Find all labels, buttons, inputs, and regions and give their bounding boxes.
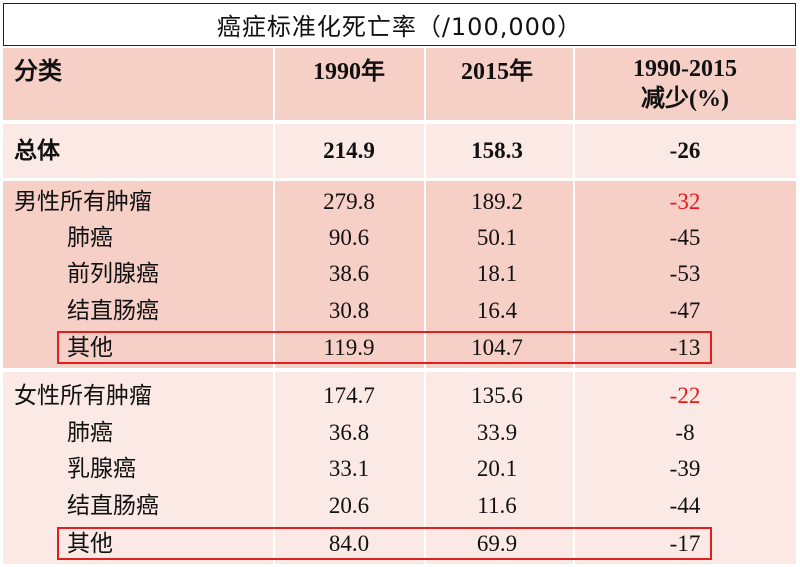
cell-reduction: -17 <box>669 531 701 556</box>
total-band <box>3 124 796 178</box>
cell-1990: 84.0 <box>328 531 370 556</box>
table-title: 癌症标准化死亡率（/100,000） <box>3 3 796 46</box>
header-reduction-line2: 减少(%) <box>641 86 729 112</box>
row-label: 其他 <box>67 335 113 360</box>
cell-2015: 189.2 <box>471 189 523 214</box>
cell-1990: 30.8 <box>328 298 370 323</box>
highlight-box-female-other <box>57 527 712 560</box>
cell-2015: 18.1 <box>476 261 518 286</box>
header-2015: 2015年 <box>461 59 533 85</box>
row-label: 前列腺癌 <box>67 261 159 286</box>
cell-1990: 33.1 <box>328 456 370 481</box>
header-band <box>3 48 796 120</box>
cell-reduction: -26 <box>669 138 701 163</box>
cell-1990: 119.9 <box>323 335 375 360</box>
cell-reduction: -47 <box>669 298 701 323</box>
cell-1990: 214.9 <box>323 138 375 163</box>
row-label-male-all: 男性所有肿瘤 <box>14 189 152 214</box>
header-reduction: 1990-2015 减少(%) <box>585 54 785 114</box>
cell-2015: 158.3 <box>471 138 523 163</box>
cell-2015: 104.7 <box>471 335 523 360</box>
cell-reduction: -44 <box>669 493 701 518</box>
cell-1990: 90.6 <box>328 225 370 250</box>
cell-reduction: -53 <box>669 261 701 286</box>
cell-reduction: -13 <box>669 335 701 360</box>
cell-2015: 16.4 <box>476 298 518 323</box>
cell-1990: 279.8 <box>323 189 375 214</box>
cell-reduction-highlighted: -22 <box>669 383 701 408</box>
row-label: 结直肠癌 <box>67 298 159 323</box>
cell-reduction: -45 <box>669 225 701 250</box>
male-band <box>3 181 796 368</box>
cell-1990: 36.8 <box>328 420 370 445</box>
highlight-box-male-other <box>57 331 712 364</box>
cell-2015: 20.1 <box>476 456 518 481</box>
row-label: 肺癌 <box>67 420 113 445</box>
column-divider <box>424 48 426 564</box>
row-label-female-all: 女性所有肿瘤 <box>14 383 152 408</box>
cell-1990: 20.6 <box>328 493 370 518</box>
row-label: 乳腺癌 <box>67 456 136 481</box>
cell-2015: 50.1 <box>476 225 518 250</box>
header-1990: 1990年 <box>313 59 385 85</box>
header-reduction-line1: 1990-2015 <box>633 56 737 82</box>
cell-reduction: -39 <box>669 456 701 481</box>
cell-1990: 174.7 <box>323 383 375 408</box>
female-band <box>3 372 796 564</box>
cell-reduction-highlighted: -32 <box>669 189 701 214</box>
cell-1990: 38.6 <box>328 261 370 286</box>
row-label: 其他 <box>67 531 113 556</box>
row-label: 结直肠癌 <box>67 493 159 518</box>
cell-2015: 69.9 <box>476 531 518 556</box>
row-label: 肺癌 <box>67 225 113 250</box>
column-divider <box>273 48 275 564</box>
cell-2015: 11.6 <box>477 493 517 518</box>
row-label-total: 总体 <box>14 138 60 163</box>
column-divider <box>573 48 575 564</box>
header-category: 分类 <box>14 59 62 85</box>
cell-2015: 33.9 <box>476 420 518 445</box>
cell-reduction: -8 <box>675 420 695 445</box>
cell-2015: 135.6 <box>471 383 523 408</box>
